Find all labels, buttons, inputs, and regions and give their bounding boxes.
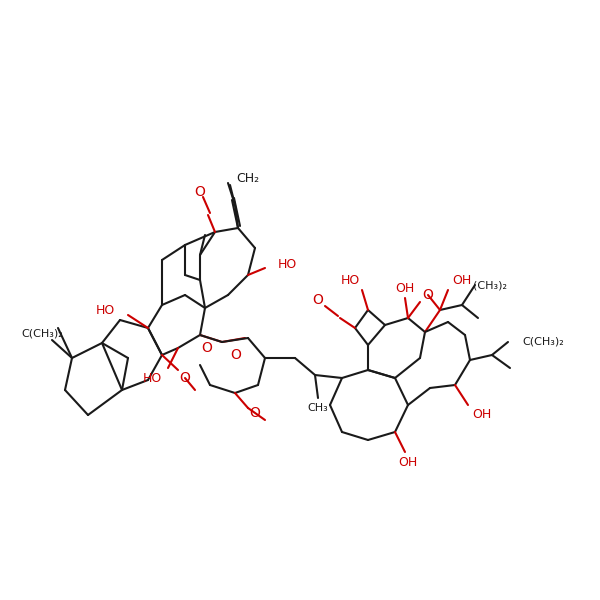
Text: CH₂: CH₂ xyxy=(236,172,260,185)
Text: O: O xyxy=(250,406,260,420)
Text: OH: OH xyxy=(395,281,415,295)
Text: O: O xyxy=(179,371,190,385)
Text: OH: OH xyxy=(472,409,491,421)
Text: O: O xyxy=(194,185,205,199)
Text: HO: HO xyxy=(341,274,360,286)
Text: HO: HO xyxy=(143,371,162,385)
Text: OH: OH xyxy=(398,455,418,469)
Text: CH₃: CH₃ xyxy=(308,403,328,413)
Text: HO: HO xyxy=(278,259,297,271)
Text: O: O xyxy=(313,293,323,307)
Text: (CH₃)₂: (CH₃)₂ xyxy=(473,280,507,290)
Text: O: O xyxy=(422,288,433,302)
Text: HO: HO xyxy=(96,304,115,317)
Text: O: O xyxy=(202,341,212,355)
Text: C(CH₃)₂: C(CH₃)₂ xyxy=(522,337,564,347)
Text: C(CH₃)₂: C(CH₃)₂ xyxy=(21,328,63,338)
Text: O: O xyxy=(230,348,241,362)
Text: OH: OH xyxy=(452,274,471,286)
